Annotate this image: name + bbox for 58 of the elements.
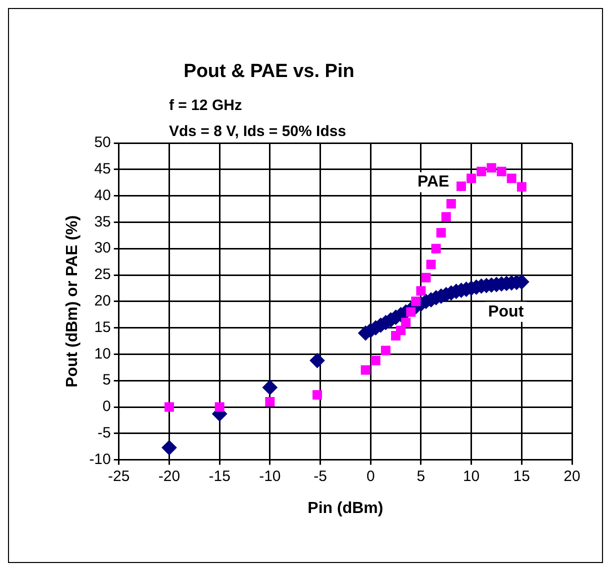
point bbox=[416, 286, 426, 296]
point bbox=[380, 346, 390, 356]
series-label: PAE bbox=[418, 174, 450, 191]
point bbox=[426, 260, 436, 270]
y-tick-label: -10 bbox=[89, 450, 111, 468]
y-tick-label: 30 bbox=[94, 240, 111, 257]
y-tick-label: 15 bbox=[94, 318, 111, 336]
point bbox=[506, 174, 516, 184]
y-tick-label: 35 bbox=[94, 213, 111, 230]
point bbox=[516, 182, 526, 192]
x-tick-label: -20 bbox=[158, 468, 180, 485]
series-label: Pout bbox=[488, 303, 524, 320]
x-tick-label: 10 bbox=[462, 468, 480, 485]
point bbox=[466, 174, 476, 184]
point bbox=[421, 272, 431, 282]
x-tick-label: -5 bbox=[314, 468, 327, 485]
text: f = 12 GHz bbox=[169, 97, 242, 114]
y-tick-label: 40 bbox=[94, 186, 111, 204]
chart-title: Pout & PAE vs. Pin bbox=[182, 61, 356, 83]
text: Vds = 8 V, Ids = 50% Idss bbox=[169, 123, 346, 140]
point bbox=[401, 318, 411, 328]
point bbox=[164, 402, 174, 412]
y-tick-label: 50 bbox=[94, 134, 111, 152]
y-tick-label: -5 bbox=[98, 424, 111, 442]
y-tick-label: 5 bbox=[102, 372, 111, 389]
point bbox=[411, 296, 421, 306]
x-tick-label: 20 bbox=[564, 468, 580, 485]
y-tick-label: 10 bbox=[94, 345, 111, 362]
x-tick-label: -25 bbox=[108, 468, 130, 485]
point bbox=[310, 353, 325, 368]
y-tick-label: 25 bbox=[94, 266, 111, 284]
y-tick-label: 45 bbox=[94, 160, 111, 178]
point bbox=[476, 166, 486, 176]
y-tick-label: 0 bbox=[102, 398, 111, 416]
point bbox=[486, 163, 496, 173]
point bbox=[262, 380, 278, 395]
point bbox=[496, 166, 506, 176]
point bbox=[436, 228, 446, 238]
x-tick-label: 5 bbox=[416, 468, 426, 485]
point bbox=[312, 390, 322, 400]
point bbox=[360, 365, 370, 375]
point bbox=[396, 326, 406, 336]
point bbox=[406, 307, 416, 317]
x-tick-label: 15 bbox=[513, 468, 530, 485]
point bbox=[370, 356, 380, 366]
x-tick-label: -10 bbox=[259, 468, 281, 485]
x-tick-label: 0 bbox=[366, 468, 375, 485]
y-axis-title: Pout (dBm) or PAE (%) bbox=[64, 215, 82, 388]
point bbox=[441, 212, 451, 222]
point bbox=[214, 402, 224, 412]
x-axis-title: Pin (dBm) bbox=[308, 500, 384, 517]
point bbox=[456, 182, 466, 192]
point bbox=[431, 244, 441, 254]
point bbox=[162, 440, 177, 456]
y-tick-label: 20 bbox=[94, 292, 111, 310]
x-tick-label: -15 bbox=[208, 468, 230, 485]
point bbox=[265, 396, 275, 406]
point bbox=[446, 198, 456, 208]
